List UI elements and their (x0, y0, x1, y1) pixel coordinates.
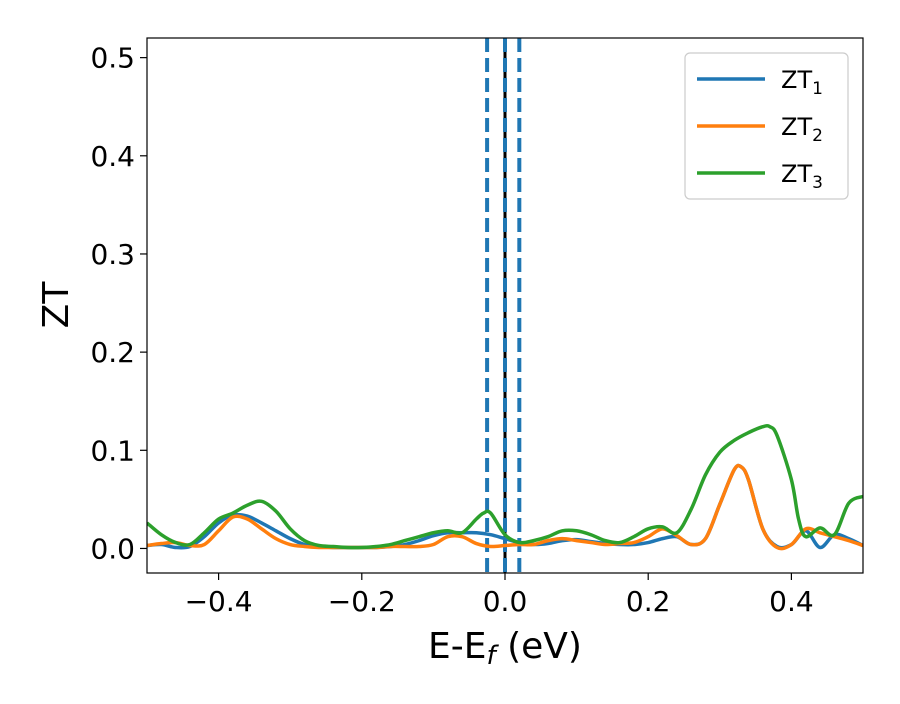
x-tick-label-3: 0.2 (626, 585, 671, 618)
x-tick-label-1: −0.2 (328, 585, 396, 618)
y-tick-label-5: 0.5 (90, 42, 135, 75)
legend-label-1: ZT1 (781, 66, 823, 99)
x-tick-label-0: −0.4 (185, 585, 253, 618)
series-group (147, 424, 863, 551)
x-axis-label: E-Ef (eV) (428, 626, 582, 671)
x-tick-label-2: 0.0 (483, 585, 528, 618)
y-axis: 0.0 0.1 0.2 0.3 0.4 0.5 (90, 42, 147, 565)
y-tick-label-1: 0.1 (90, 434, 135, 467)
y-tick-label-3: 0.3 (90, 238, 135, 271)
series-line-3 (147, 424, 863, 550)
x-axis: −0.4 −0.2 0.0 0.2 0.4 (185, 573, 814, 618)
legend-label-3: ZT3 (781, 160, 823, 193)
legend-box (684, 52, 849, 200)
y-axis-label: ZT (36, 281, 77, 329)
series-line-2 (147, 463, 863, 551)
y-tick-label-0: 0.0 (90, 532, 135, 565)
y-tick-label-4: 0.4 (90, 140, 135, 173)
reference-lines (485, 38, 522, 573)
legend: ZT1 ZT2 ZT3 (684, 52, 849, 200)
legend-label-2: ZT2 (781, 113, 823, 146)
x-tick-label-4: 0.4 (769, 585, 814, 618)
y-tick-label-2: 0.2 (90, 336, 135, 369)
